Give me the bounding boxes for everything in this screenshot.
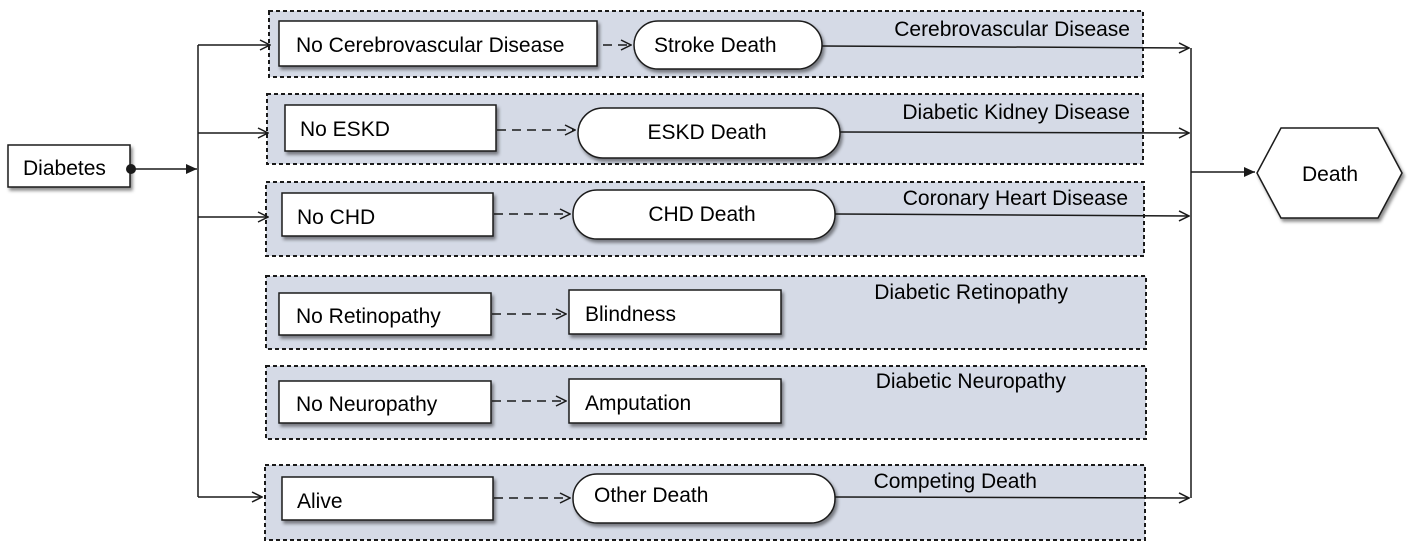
death-arrow xyxy=(821,46,1189,48)
death-connectors xyxy=(821,46,1255,498)
panel-competing-death: Competing Death Alive Other Death xyxy=(264,464,1146,541)
state-box xyxy=(278,20,598,67)
outcome-label: CHD Death xyxy=(648,203,755,226)
panel-title: Cerebrovascular Disease xyxy=(894,18,1130,41)
outcome-box xyxy=(572,473,836,524)
state-box xyxy=(284,104,497,152)
panel-neuropathy: Diabetic Neuropathy No Neuropathy Amputa… xyxy=(265,365,1147,440)
state-label: No CHD xyxy=(297,206,375,229)
outcome-label: Amputation xyxy=(585,392,691,415)
panel-title: Diabetic Retinopathy xyxy=(874,281,1068,304)
state-label: Alive xyxy=(297,490,343,513)
outcome-label: Stroke Death xyxy=(654,34,777,57)
outcome-label: ESKD Death xyxy=(647,121,766,144)
diabetes-box xyxy=(7,144,131,188)
death-label: Death xyxy=(1302,163,1358,186)
source-connectors xyxy=(126,45,270,497)
death-arrow xyxy=(834,214,1189,216)
outcome-box xyxy=(633,20,823,70)
state-label: No Neuropathy xyxy=(296,393,438,416)
outcome-label: Other Death xyxy=(594,484,708,507)
panel-cerebrovascular: Cerebrovascular Disease No Cerebrovascul… xyxy=(268,10,1144,78)
state-label: No Retinopathy xyxy=(296,305,441,328)
transition-arrows xyxy=(492,45,631,498)
state-box xyxy=(278,380,492,424)
state-label: No ESKD xyxy=(300,118,390,141)
death-arrow xyxy=(839,132,1189,133)
diabetes-node: Diabetes xyxy=(7,144,131,188)
outcome-box xyxy=(568,289,782,335)
state-box xyxy=(281,192,494,237)
state-box xyxy=(278,292,492,336)
panel-title: Competing Death xyxy=(874,470,1037,493)
outcome-label: Blindness xyxy=(585,303,676,326)
panel-title: Diabetic Neuropathy xyxy=(876,370,1067,393)
death-hexagon xyxy=(1256,127,1403,219)
panel-coronary: Coronary Heart Disease No CHD CHD Death xyxy=(265,181,1145,257)
panel-retinopathy: Diabetic Retinopathy No Retinopathy Blin… xyxy=(265,275,1147,350)
outcome-box xyxy=(577,107,841,159)
diabetes-label: Diabetes xyxy=(23,157,106,180)
state-label: No Cerebrovascular Disease xyxy=(296,34,564,57)
panel-title: Coronary Heart Disease xyxy=(903,187,1128,210)
panel-title: Diabetic Kidney Disease xyxy=(902,101,1130,124)
panel-kidney: Diabetic Kidney Disease No ESKD ESKD Dea… xyxy=(266,93,1144,165)
state-box xyxy=(281,476,494,521)
death-arrow xyxy=(834,497,1189,498)
outcome-box xyxy=(568,378,782,424)
death-node: Death xyxy=(1256,127,1403,219)
